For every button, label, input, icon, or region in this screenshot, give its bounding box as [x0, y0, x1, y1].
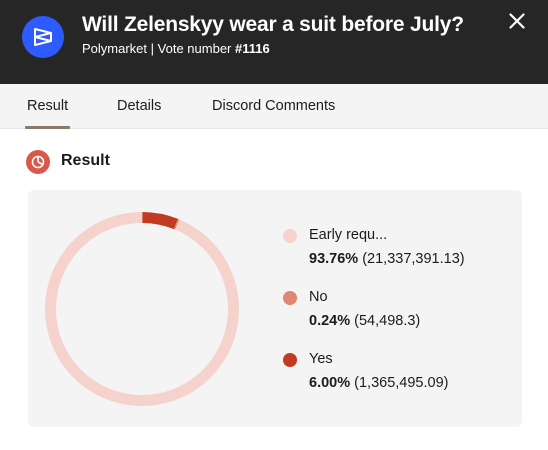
legend-dot-yes [283, 353, 297, 367]
legend-amount-no: (54,498.3) [350, 313, 421, 329]
legend-amount-early-request: (21,337,391.13) [358, 251, 465, 267]
donut-chart [45, 212, 239, 406]
polymarket-logo-icon [22, 16, 64, 58]
legend-amount-yes: (1,365,495.09) [350, 375, 449, 391]
donut-slice-early-request[interactable] [45, 212, 239, 406]
legend-value-no: 0.24% (54,498.3) [309, 313, 420, 329]
modal-header: Will Zelenskyy wear a suit before July? … [0, 0, 548, 84]
legend-percent-early-request: 93.76% [309, 251, 359, 267]
pie-chart-icon [26, 150, 50, 174]
result-panel: Result Early requ... 93.76% (21,337,391.1… [0, 129, 548, 450]
subtitle-separator: | [150, 41, 155, 56]
legend-item-early-request: Early requ... 93.76% (21,337,391.13) [283, 226, 513, 288]
vote-number-label: Vote number [157, 41, 232, 56]
donut-slice-yes[interactable] [142, 212, 178, 230]
legend-value-early-request: 93.76% (21,337,391.13) [309, 251, 465, 267]
legend-percent-yes: 6.00% [309, 375, 351, 391]
tab-details[interactable]: Details [117, 98, 162, 114]
legend-item-yes: Yes 6.00% (1,365,495.09) [283, 350, 513, 412]
result-chart-card: Early requ... 93.76% (21,337,391.13) No 0.2… [28, 190, 522, 427]
legend-label-no: No [309, 289, 328, 305]
tab-discord-comments[interactable]: Discord Comments [212, 98, 336, 114]
legend-value-yes: 6.00% (1,365,495.09) [309, 375, 448, 391]
legend-label-yes: Yes [309, 351, 333, 367]
legend-label-early-request: Early requ... [309, 227, 388, 243]
section-title: Result [61, 152, 110, 169]
tab-bar: Result Details Discord Comments [0, 84, 548, 129]
tab-result[interactable]: Result [24, 98, 71, 129]
source-name: Polymarket [82, 41, 148, 56]
legend-dot-early-request [283, 229, 297, 243]
market-subtitle: Polymarket | Vote number #1116 [82, 41, 270, 56]
legend-percent-no: 0.24% [309, 313, 351, 329]
close-icon [509, 13, 525, 29]
close-button[interactable] [508, 12, 526, 30]
market-title: Will Zelenskyy wear a suit before July? [82, 13, 464, 36]
vote-number: #1116 [235, 41, 270, 56]
legend-dot-no [283, 291, 297, 305]
chart-legend: Early requ... 93.76% (21,337,391.13) No 0.2… [283, 226, 513, 412]
legend-item-no: No 0.24% (54,498.3) [283, 288, 513, 350]
donut-slice-no[interactable] [173, 218, 180, 230]
